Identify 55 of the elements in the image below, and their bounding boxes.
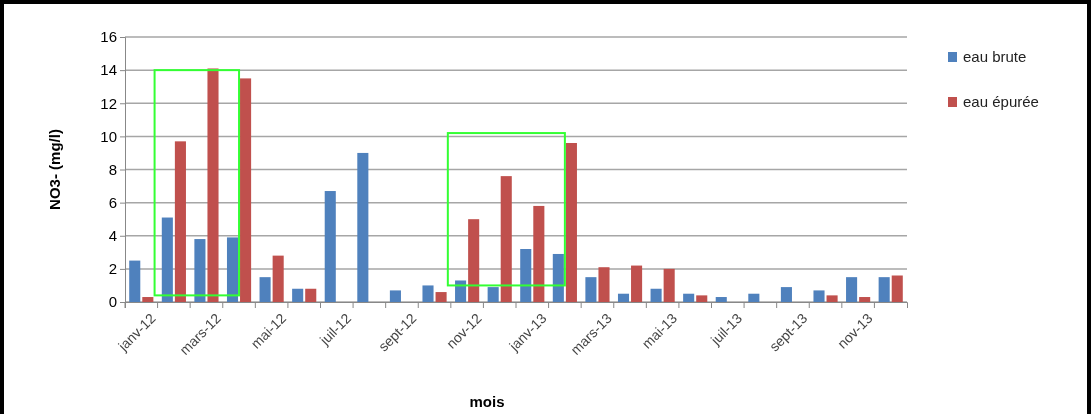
bar	[194, 239, 206, 302]
bar	[292, 288, 304, 302]
bar	[422, 285, 434, 302]
y-tick-label: 12	[100, 94, 117, 112]
bar	[878, 277, 890, 302]
bar	[631, 265, 643, 302]
y-tick-label: 4	[108, 227, 117, 245]
bar	[846, 277, 858, 302]
bar	[142, 297, 154, 302]
y-tick-label: 14	[100, 61, 117, 79]
bar	[272, 255, 284, 302]
bar	[455, 280, 467, 302]
legend-label: eau épurée	[963, 93, 1039, 110]
bar	[715, 297, 727, 302]
bar	[207, 68, 219, 302]
y-axis-title: NO3- (mg/l)	[46, 129, 63, 210]
bar	[226, 237, 239, 302]
y-tick-label: 0	[108, 293, 117, 311]
x-axis-title: mois	[469, 393, 505, 410]
y-tick-label: 16	[100, 28, 117, 46]
bar	[305, 288, 317, 302]
bar	[129, 260, 141, 302]
bar	[435, 292, 447, 302]
bar	[598, 267, 610, 302]
bar	[552, 253, 564, 302]
bar	[650, 288, 662, 302]
bar	[357, 152, 369, 302]
bar	[565, 143, 577, 302]
bar	[389, 290, 401, 302]
bar	[533, 205, 545, 302]
bar	[859, 297, 871, 302]
bar	[161, 217, 173, 302]
y-tick-label: 10	[100, 127, 117, 145]
bar	[520, 249, 532, 302]
bar	[891, 275, 903, 302]
legend-label: eau brute	[963, 48, 1027, 65]
bar	[585, 277, 597, 302]
bar	[748, 293, 760, 302]
bar	[696, 295, 708, 302]
bar	[324, 191, 336, 302]
bar	[780, 287, 792, 302]
bar	[683, 293, 695, 302]
y-tick-label: 8	[108, 160, 117, 178]
bar	[174, 141, 186, 302]
y-tick-label: 6	[108, 193, 117, 211]
y-tick-label: 2	[108, 260, 117, 278]
bar	[500, 176, 512, 302]
bar	[468, 219, 480, 302]
bar	[617, 293, 630, 302]
bar	[259, 277, 271, 302]
bar	[487, 287, 499, 302]
bar	[826, 295, 838, 302]
bar	[813, 290, 825, 302]
bar	[663, 268, 675, 302]
bar	[240, 78, 252, 302]
